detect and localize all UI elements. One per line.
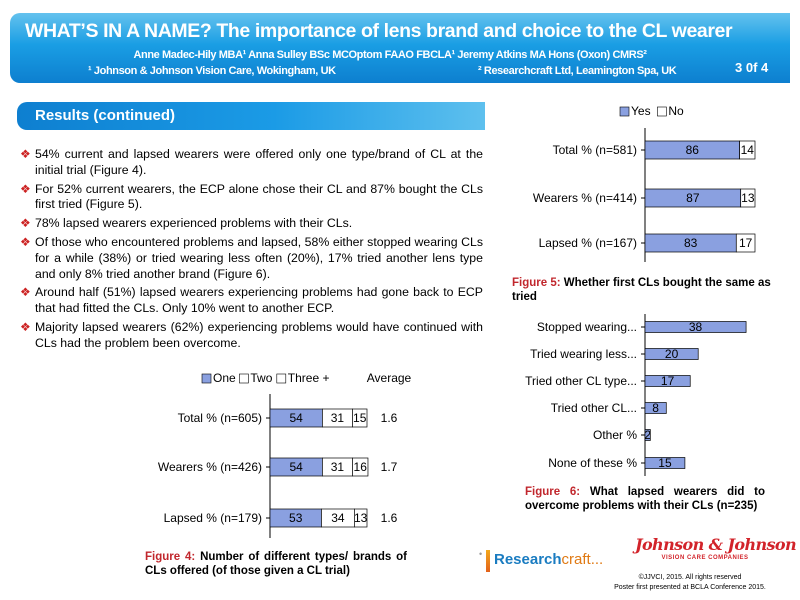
bar — [644, 457, 686, 469]
average-value: 1.7 — [381, 460, 398, 474]
legend-swatch — [657, 106, 667, 117]
data-label: 15 — [353, 411, 367, 425]
bullet-item: ❖ 54% current and lapsed wearers were off… — [20, 147, 483, 177]
legend-label: No — [668, 104, 684, 118]
section-header: Results (continued) — [17, 102, 485, 130]
affiliation-1: ¹ Johnson & Johnson Vision Care, Wokingh… — [88, 65, 336, 77]
copyright-notice: ©JJVCI, 2015. All rights reserved Poster… — [614, 574, 766, 591]
legend-label: One — [213, 371, 236, 385]
bar-segment — [740, 188, 756, 208]
data-label: 15 — [658, 456, 672, 470]
data-label: 31 — [331, 411, 345, 425]
data-label: 54 — [290, 411, 304, 425]
bar-segment — [352, 457, 369, 477]
bar — [644, 402, 667, 414]
category-label: Wearers % (n=414) — [533, 191, 637, 205]
affiliation-2: ² Researchcraft Ltd, Leamington Spa, UK — [478, 65, 677, 77]
bar — [644, 429, 651, 441]
legend-swatch — [276, 373, 287, 384]
data-label: 13 — [354, 511, 368, 525]
poster-title: WHAT’S IN A NAME? The importance of lens… — [25, 20, 733, 42]
legend-label: Yes — [631, 104, 651, 118]
section-title: Results (continued) — [35, 107, 176, 124]
data-label: 2 — [644, 428, 651, 442]
legend-swatch — [619, 106, 630, 117]
data-label: 17 — [739, 236, 753, 250]
data-label: 16 — [354, 460, 368, 474]
diamond-bullet-icon: ❖ — [20, 147, 31, 161]
figure-5-chart: Yes No Total % (n=581) 86 14 Wearers % (n=414… — [533, 104, 756, 262]
data-label: 38 — [689, 320, 703, 334]
category-label: Other % — [593, 428, 637, 442]
data-label: 83 — [684, 236, 698, 250]
data-label: 31 — [331, 460, 345, 474]
bar — [644, 375, 691, 387]
category-label: Stopped wearing... — [537, 320, 637, 334]
results-bullet-list: ❖ 54% current and lapsed wearers were off… — [20, 147, 483, 355]
logo-mark-icon: • — [479, 549, 483, 559]
category-label: Tried wearing less... — [530, 347, 637, 361]
data-label: 34 — [331, 511, 345, 525]
data-label: 86 — [686, 143, 700, 157]
diamond-bullet-icon: ❖ — [20, 319, 31, 334]
data-label: 20 — [665, 347, 679, 361]
data-label: 13 — [741, 191, 755, 205]
category-label: Lapsed % (n=179) — [164, 511, 262, 525]
bullet-item: ❖ 78% lapsed wearers experienced problems… — [20, 216, 353, 231]
average-value: 1.6 — [381, 511, 398, 525]
category-label: Tried other CL... — [551, 401, 637, 415]
bar — [644, 321, 747, 333]
diamond-bullet-icon: ❖ — [20, 216, 31, 231]
figure-4-caption: Figure 4: Number of different types/ bra… — [145, 551, 407, 577]
legend-label: Two — [250, 371, 272, 385]
legend-label: Three + — [288, 371, 330, 385]
figure-4-chart: One Two Three + Average Total % (n=605) 54 31 1… — [158, 371, 412, 538]
data-label: 87 — [686, 191, 700, 205]
diamond-bullet-icon: ❖ — [20, 181, 31, 196]
logo-bar-icon — [486, 550, 490, 572]
bullet-item: ❖ Majority lapsed wearers (62%) experienc… — [20, 319, 483, 350]
johnson-johnson-logo: Johnson & Johnson VISION CARE COMPANIES — [635, 535, 797, 561]
figure-5-caption: Figure 5: Whether first CLs bought the s… — [512, 277, 771, 303]
page-indicator: 3 0f 4 — [735, 60, 769, 75]
data-label: 8 — [652, 401, 659, 415]
data-label: 54 — [290, 460, 304, 474]
category-label: Total % (n=605) — [178, 411, 262, 425]
category-label: None of these % — [548, 456, 637, 470]
header-banner — [10, 13, 790, 83]
legend-swatch — [239, 373, 249, 384]
researchcraft-logo: • Researchcraft... — [478, 546, 618, 574]
data-label: 53 — [289, 511, 303, 525]
category-label: Wearers % (n=426) — [158, 460, 262, 474]
diamond-bullet-icon: ❖ — [20, 285, 31, 300]
data-label: 14 — [741, 143, 755, 157]
bar-segment — [352, 408, 368, 428]
bar — [644, 348, 699, 360]
figure-6-caption: Figure 6: What lapsed wearers did to ove… — [525, 486, 765, 512]
bar-segment — [739, 140, 756, 160]
bullet-item: ❖ Of those who encountered problems and l… — [20, 234, 483, 281]
average-value: 1.6 — [381, 411, 398, 425]
bar-segment — [735, 233, 756, 253]
authors: Anne Madec-Hily MBA¹ Anna Sulley BSc MCO… — [133, 49, 647, 61]
diamond-bullet-icon: ❖ — [20, 234, 31, 249]
category-label: Tried other CL type... — [525, 374, 637, 388]
data-label: 17 — [661, 374, 675, 388]
bullet-item: ❖ For 52% current wearers, the ECP alone … — [20, 181, 483, 212]
figure-6-chart: Stopped wearing... 38 Tried wearing less..… — [525, 314, 747, 476]
legend-label: Average — [367, 371, 412, 385]
category-label: Total % (n=581) — [553, 143, 637, 157]
bar-segment — [354, 508, 368, 528]
category-label: Lapsed % (n=167) — [539, 236, 637, 250]
bullet-item: ❖ Around half (51%) lapsed wearers experi… — [20, 285, 483, 316]
legend-swatch — [201, 373, 212, 384]
